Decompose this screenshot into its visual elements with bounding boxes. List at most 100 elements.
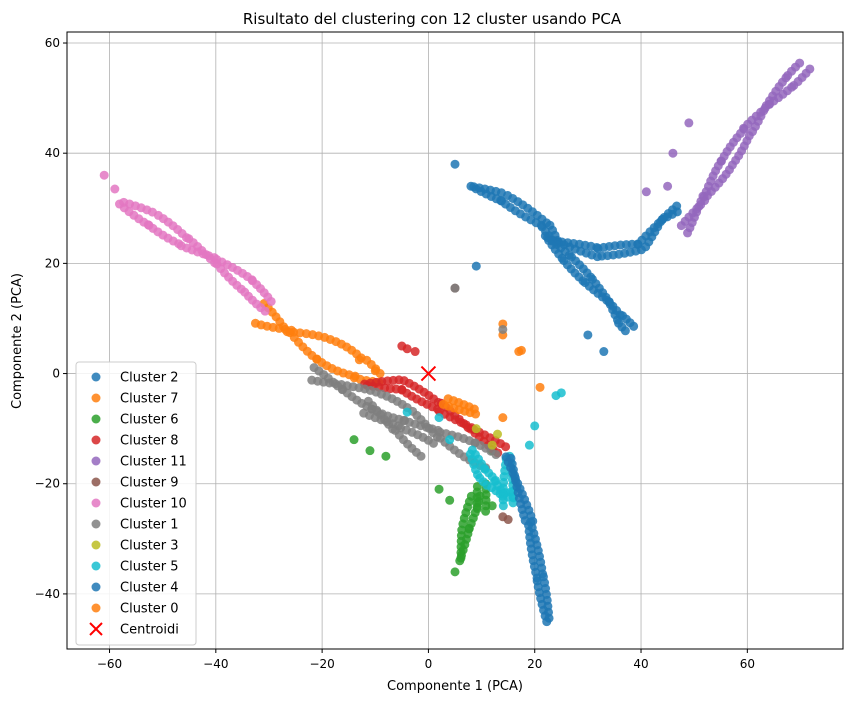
cluster-8-point	[410, 347, 420, 357]
legend-marker-centroid	[89, 622, 103, 636]
legend-marker	[91, 498, 101, 508]
cluster-6-point	[381, 451, 391, 461]
cluster-5-point	[530, 421, 540, 431]
x-axis-ticks: −60 −40 −20 0 20 40 60	[97, 649, 755, 671]
legend-marker	[91, 372, 101, 382]
cluster-11-point	[684, 118, 694, 128]
centroid-marker	[420, 365, 437, 382]
cluster-6-point	[472, 504, 482, 514]
cluster-1-point	[450, 283, 460, 293]
y-tick-label: −40	[35, 587, 60, 601]
cluster-6-point	[365, 446, 375, 456]
cluster-2-point	[620, 326, 630, 336]
cluster-11-point	[641, 187, 651, 197]
legend-marker	[91, 561, 101, 571]
legend-label: Cluster 7	[120, 392, 179, 407]
cluster-9-point	[503, 515, 513, 525]
legend-marker	[91, 519, 101, 529]
cluster-2-point	[599, 347, 609, 357]
cluster-6-point	[487, 501, 497, 511]
cluster-0-point	[471, 409, 481, 419]
y-tick-label: 20	[45, 256, 60, 270]
cluster-5-point	[434, 413, 444, 423]
legend-label: Cluster 1	[120, 518, 179, 533]
cluster-10-point	[266, 296, 276, 306]
x-tick-label: −60	[97, 657, 122, 671]
cluster-10-point	[110, 184, 120, 194]
cluster-7-point	[535, 382, 545, 392]
legend-marker	[91, 456, 101, 466]
y-tick-label: 0	[52, 367, 60, 381]
x-tick-label: 0	[425, 657, 433, 671]
cluster-8-point	[402, 344, 412, 354]
cluster-7-point	[370, 366, 380, 376]
cluster-5-point	[524, 440, 534, 450]
cluster-6-point	[450, 567, 460, 577]
cluster-8-point	[501, 442, 511, 452]
y-tick-label: 40	[45, 146, 60, 160]
cluster-11-point	[663, 181, 673, 191]
legend-label: Cluster 2	[120, 371, 179, 386]
cluster-2-point	[629, 321, 639, 331]
cluster-5-point	[508, 498, 518, 508]
chart-title: Risultato del clustering con 12 cluster …	[243, 10, 622, 28]
cluster-10-point	[99, 170, 109, 180]
cluster-11-point	[668, 148, 678, 158]
y-axis-label: Componente 2 (PCA)	[10, 273, 25, 409]
x-tick-label: −40	[203, 657, 228, 671]
cluster-6-point	[445, 495, 455, 505]
legend: Cluster 2 Cluster 7 Cluster 6 Cluster 8 Clus…	[75, 361, 197, 646]
cluster-2-point	[583, 330, 593, 340]
legend-label: Cluster 0	[120, 602, 179, 617]
cluster-3-point	[493, 429, 503, 439]
legend-marker	[91, 435, 101, 445]
grid	[67, 32, 843, 649]
cluster-2-point	[672, 201, 682, 211]
legend-label: Cluster 10	[120, 497, 187, 512]
cluster-1-point	[498, 324, 508, 334]
cluster-11-point	[795, 58, 805, 68]
cluster-11-point	[805, 64, 815, 74]
cluster-5-point	[498, 501, 508, 511]
cluster-1-point	[428, 438, 438, 448]
cluster-0-point	[516, 345, 526, 355]
x-tick-label: 20	[527, 657, 542, 671]
x-axis-label: Componente 1 (PCA)	[387, 679, 523, 694]
legend-label: Cluster 4	[120, 581, 179, 596]
legend-marker	[91, 393, 101, 403]
plot-points	[99, 58, 815, 627]
legend-box	[75, 361, 197, 646]
cluster-1-point	[416, 451, 426, 461]
legend-label: Cluster 11	[120, 455, 187, 470]
legend-marker	[91, 540, 101, 550]
x-tick-label: 40	[633, 657, 648, 671]
cluster-10-point	[260, 306, 270, 316]
cluster-5-point	[402, 407, 412, 417]
legend-label: Centroidi	[120, 623, 179, 638]
y-tick-label: −20	[35, 477, 60, 491]
plot-area	[99, 58, 815, 627]
plot-frame	[66, 31, 844, 650]
x-tick-label: 60	[740, 657, 755, 671]
cluster-2-point	[471, 261, 481, 271]
cluster-7-point	[498, 413, 508, 423]
legend-label: Cluster 3	[120, 539, 179, 554]
cluster-6-point	[455, 556, 465, 566]
cluster-3-point	[487, 440, 497, 450]
cluster-6-point	[481, 506, 491, 516]
legend-marker	[91, 477, 101, 487]
cluster-6-point	[434, 484, 444, 494]
cluster-7-point	[354, 355, 364, 365]
legend-label: Cluster 8	[120, 434, 179, 449]
x-tick-label: −20	[309, 657, 334, 671]
y-tick-label: 60	[45, 36, 60, 50]
legend-label: Cluster 6	[120, 413, 179, 428]
legend-marker	[91, 582, 101, 592]
cluster-5-point	[556, 388, 566, 398]
legend-label: Cluster 5	[120, 560, 179, 575]
cluster-2-point	[450, 159, 460, 169]
cluster-3-point	[471, 424, 481, 434]
cluster-6-point	[349, 435, 359, 445]
legend-marker	[91, 603, 101, 613]
